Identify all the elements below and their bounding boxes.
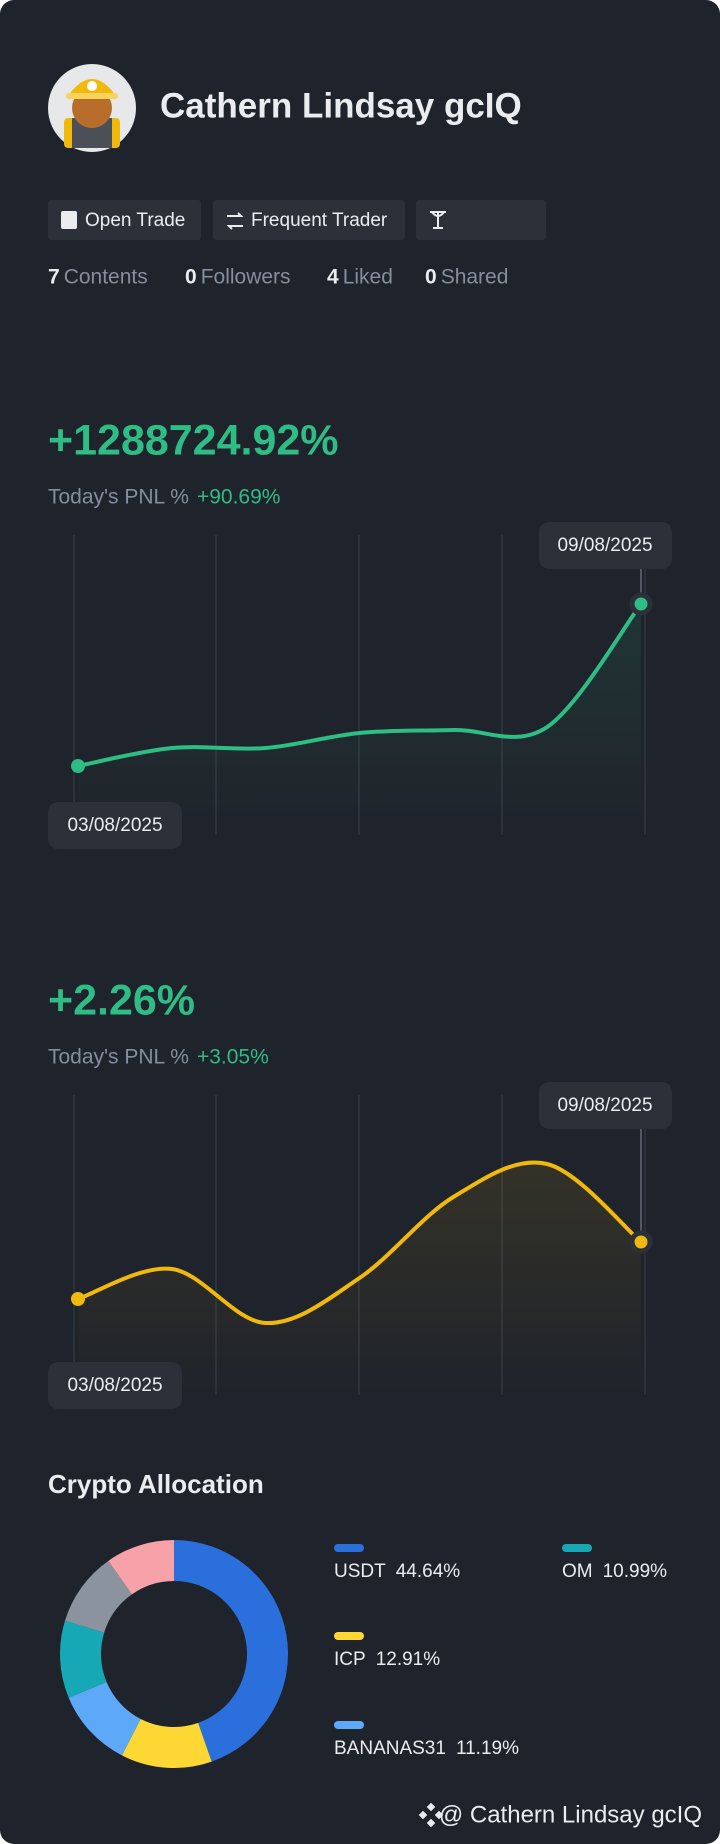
legend-swatch: [334, 1721, 364, 1729]
start-date-box: [48, 1362, 182, 1409]
end-dot: [629, 1230, 653, 1254]
donut-segment: [68, 1681, 142, 1756]
stat-label: Followers: [201, 266, 291, 289]
end-date-box: [539, 1082, 672, 1129]
stat-label: Shared: [441, 266, 509, 289]
tag-label: Frequent Trader: [251, 210, 388, 231]
today-pnl-value: +90.69%: [197, 486, 281, 509]
start-dot: [71, 759, 85, 773]
tag: [48, 200, 201, 240]
legend-value: 10.99%: [603, 1561, 668, 1582]
legend-value: 44.64%: [396, 1561, 461, 1582]
legend-swatch: [334, 1632, 364, 1640]
start-date: 03/08/2025: [67, 1375, 162, 1396]
end-date-box: [539, 522, 672, 569]
stat-value: 7: [48, 266, 60, 289]
stat-label: Liked: [343, 266, 393, 289]
footer-handle: @ Cathern Lindsay gcIQ: [439, 1801, 702, 1828]
tag: [416, 200, 546, 240]
end-date: 09/08/2025: [557, 1095, 652, 1116]
footer-logo: [418, 1802, 444, 1828]
donut-segment: [121, 1718, 212, 1768]
end-date: 09/08/2025: [557, 535, 652, 556]
legend-swatch: [562, 1544, 592, 1552]
donut-segment: [108, 1540, 175, 1595]
legend-label: OM: [562, 1561, 593, 1582]
total-pnl: +2.26%: [48, 976, 195, 1024]
tag-label: Open Trade: [85, 210, 185, 231]
stat-label: Contents: [64, 266, 148, 289]
charts: +1288724.92% Today's PNL % +90.69% 09/08/20…: [48, 416, 672, 1409]
end-dot: [629, 592, 653, 616]
donut-segment: [60, 1620, 107, 1698]
legend-value: 12.91%: [376, 1649, 441, 1670]
tag-icon: [430, 211, 446, 229]
stat-value: 0: [185, 266, 197, 289]
stats: 7 Contents 0 Followers 4 Liked 0 Shared: [48, 266, 508, 289]
start-dot: [71, 1292, 85, 1306]
user-name: Cathern Lindsay gcIQ: [160, 86, 522, 125]
area: [78, 604, 641, 835]
section-title: Crypto Allocation: [48, 1469, 264, 1499]
line: [76, 1160, 643, 1326]
start-date: 03/08/2025: [67, 815, 162, 836]
legend-label: USDT: [334, 1561, 386, 1582]
allocation: Crypto Allocation USDT 44.64% ICP 12.91% BANA…: [48, 1469, 668, 1768]
avatar: [48, 64, 136, 152]
legend-swatch: [334, 1544, 364, 1552]
tag-icon: [226, 212, 244, 230]
legend-label: ICP: [334, 1649, 366, 1670]
today-pnl-value: +3.05%: [197, 1046, 269, 1069]
total-pnl: +1288724.92%: [48, 416, 339, 464]
legend-label: BANANAS31: [334, 1738, 446, 1759]
legend-value: 11.19%: [456, 1738, 519, 1759]
donut-segment: [173, 1540, 288, 1762]
donut-segment: [64, 1560, 133, 1634]
stat-value: 0: [425, 266, 437, 289]
start-date-box: [48, 802, 182, 849]
stat-value: 4: [327, 266, 339, 289]
line: [76, 602, 643, 768]
tag-icon: [61, 211, 77, 229]
today-pnl-label: Today's PNL %: [48, 1046, 189, 1069]
today-pnl-label: Today's PNL %: [48, 486, 189, 509]
tag: [213, 200, 405, 240]
